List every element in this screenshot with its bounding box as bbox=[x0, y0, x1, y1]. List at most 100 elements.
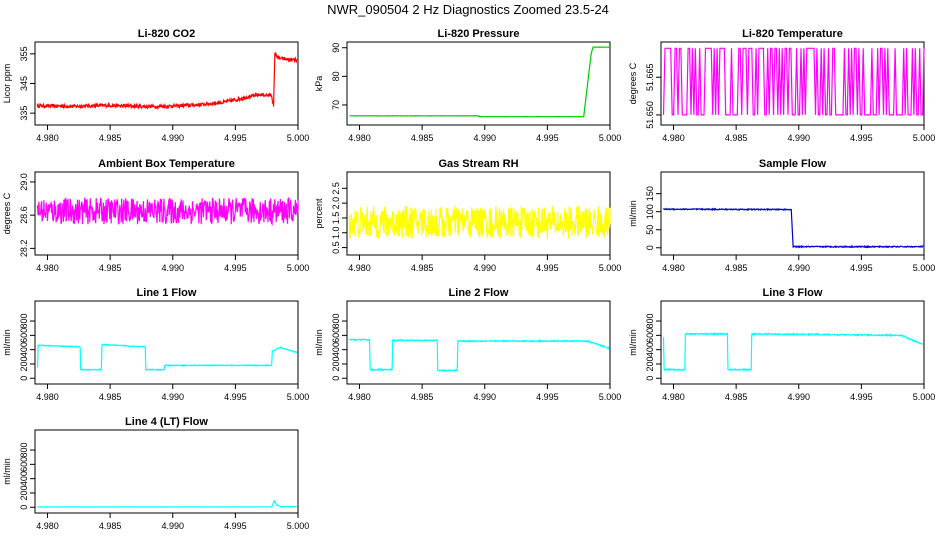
chart-title: Line 2 Flow bbox=[449, 287, 509, 299]
x-tick-label: 4.985 bbox=[411, 133, 434, 143]
x-tick-label: 5.000 bbox=[287, 521, 310, 531]
y-axis-label: ml/min bbox=[628, 329, 638, 356]
series-line bbox=[349, 46, 611, 118]
x-tick-label: 4.990 bbox=[161, 521, 184, 531]
x-tick-label: 5.000 bbox=[599, 263, 622, 273]
series-line bbox=[662, 47, 925, 116]
y-tick-label: 400 bbox=[331, 342, 341, 357]
y-tick-label: 200 bbox=[645, 356, 655, 371]
y-tick-label: 29.0 bbox=[19, 173, 29, 191]
x-tick-label: 5.000 bbox=[599, 133, 622, 143]
x-tick-label: 5.000 bbox=[287, 263, 310, 273]
chart-title: Line 4 (LT) Flow bbox=[125, 416, 208, 428]
plot-frame bbox=[346, 300, 611, 385]
x-tick-label: 4.985 bbox=[725, 392, 748, 402]
chart-panel: Ambient Box Temperature 4.980 4.985 4.990 4.… bbox=[2, 158, 309, 273]
chart-title: Li-820 Pressure bbox=[438, 28, 520, 40]
x-tick-label: 4.980 bbox=[36, 263, 59, 273]
y-tick-label: 1.0 bbox=[331, 227, 341, 240]
y-tick-label: 200 bbox=[19, 356, 29, 371]
chart-panel: Line 1 Flow 4.980 4.985 4.990 4.995 5.000 0 200… bbox=[2, 287, 309, 402]
series-line bbox=[36, 197, 299, 226]
y-axis-label: Licor ppm bbox=[2, 64, 12, 104]
x-tick-label: 4.980 bbox=[36, 392, 59, 402]
x-tick-label: 4.980 bbox=[348, 133, 371, 143]
y-tick-label: 345 bbox=[19, 76, 29, 91]
y-tick-label: 100 bbox=[645, 204, 655, 219]
y-tick-label: 0.5 bbox=[331, 241, 341, 254]
x-tick-label: 5.000 bbox=[599, 392, 622, 402]
x-tick-label: 4.995 bbox=[536, 133, 559, 143]
x-tick-label: 4.980 bbox=[662, 392, 685, 402]
x-tick-label: 4.980 bbox=[662, 263, 685, 273]
x-tick-label: 4.995 bbox=[536, 392, 559, 402]
chart-title: Li-820 Temperature bbox=[742, 28, 843, 40]
y-tick-label: 1.5 bbox=[331, 212, 341, 225]
x-tick-label: 5.000 bbox=[287, 133, 310, 143]
x-tick-label: 4.985 bbox=[725, 133, 748, 143]
y-tick-label: 600 bbox=[645, 328, 655, 343]
y-tick-label: 800 bbox=[19, 314, 29, 329]
chart-panel: Li-820 CO2 4.980 4.985 4.990 4.995 5.000 335 34… bbox=[2, 28, 309, 143]
x-tick-label: 4.990 bbox=[161, 263, 184, 273]
y-tick-label: 2.0 bbox=[331, 197, 341, 210]
plot-frame bbox=[34, 300, 299, 385]
y-tick-label: 0 bbox=[19, 376, 29, 381]
x-tick-label: 4.985 bbox=[411, 392, 434, 402]
y-tick-label: 28.2 bbox=[19, 240, 29, 258]
x-tick-label: 4.995 bbox=[850, 133, 873, 143]
y-tick-label: 2.5 bbox=[331, 182, 341, 195]
y-tick-label: 80 bbox=[331, 71, 341, 81]
plot-frame bbox=[34, 41, 299, 126]
plot-frame bbox=[346, 41, 611, 126]
series-line bbox=[36, 51, 298, 111]
y-tick-label: 200 bbox=[331, 356, 341, 371]
chart-panel: Gas Stream RH 4.980 4.985 4.990 4.995 5.000 0.… bbox=[314, 158, 621, 273]
plot-frame bbox=[34, 429, 299, 514]
x-tick-label: 5.000 bbox=[913, 263, 936, 273]
y-tick-label: 150 bbox=[645, 186, 655, 201]
x-tick-label: 4.990 bbox=[473, 263, 496, 273]
chart-panel: Line 4 (LT) Flow 4.980 4.985 4.990 4.995 5.00… bbox=[2, 416, 309, 531]
y-tick-label: 0 bbox=[331, 376, 341, 381]
y-tick-label: 0 bbox=[19, 505, 29, 510]
series-line bbox=[37, 499, 297, 508]
x-tick-label: 4.985 bbox=[99, 392, 122, 402]
y-tick-label: 0 bbox=[645, 245, 655, 250]
y-tick-label: 600 bbox=[331, 328, 341, 343]
series-line bbox=[348, 338, 610, 373]
y-axis-label: kPa bbox=[314, 76, 324, 92]
chart-panel: Line 3 Flow 4.980 4.985 4.990 4.995 5.000 0 200… bbox=[628, 287, 935, 402]
y-tick-label: 355 bbox=[19, 46, 29, 61]
y-tick-label: 800 bbox=[645, 314, 655, 329]
x-tick-label: 4.980 bbox=[662, 133, 685, 143]
x-tick-label: 4.995 bbox=[224, 133, 247, 143]
x-tick-label: 4.985 bbox=[411, 263, 434, 273]
y-tick-label: 400 bbox=[645, 342, 655, 357]
x-tick-label: 4.995 bbox=[224, 263, 247, 273]
plot-frame bbox=[660, 171, 925, 256]
series-line bbox=[662, 207, 924, 249]
y-tick-label: 90 bbox=[331, 43, 341, 53]
chart-panel: Line 2 Flow 4.980 4.985 4.990 4.995 5.000 0 200… bbox=[314, 287, 621, 402]
series-line bbox=[662, 331, 923, 372]
y-tick-label: 28.6 bbox=[19, 206, 29, 224]
y-tick-label: 335 bbox=[19, 106, 29, 121]
chart-title: Ambient Box Temperature bbox=[98, 158, 235, 170]
y-tick-label: 400 bbox=[19, 342, 29, 357]
y-tick-label: 50 bbox=[645, 225, 655, 235]
plot-frame bbox=[660, 41, 925, 126]
chart-panel: Sample Flow 4.980 4.985 4.990 4.995 5.000 0 50 1… bbox=[628, 158, 935, 273]
x-tick-label: 4.980 bbox=[36, 521, 59, 531]
plot-frame bbox=[660, 300, 925, 385]
chart-title: Line 1 Flow bbox=[137, 287, 197, 299]
chart-title: Li-820 CO2 bbox=[138, 28, 195, 40]
chart-panel: Li-820 Pressure 4.980 4.985 4.990 4.995 5.000… bbox=[314, 28, 621, 143]
x-tick-label: 4.980 bbox=[36, 133, 59, 143]
x-tick-label: 4.985 bbox=[99, 133, 122, 143]
x-tick-label: 5.000 bbox=[913, 392, 936, 402]
y-tick-label: 51.650 bbox=[645, 101, 655, 129]
x-tick-label: 4.995 bbox=[850, 263, 873, 273]
y-tick-label: 0 bbox=[645, 376, 655, 381]
